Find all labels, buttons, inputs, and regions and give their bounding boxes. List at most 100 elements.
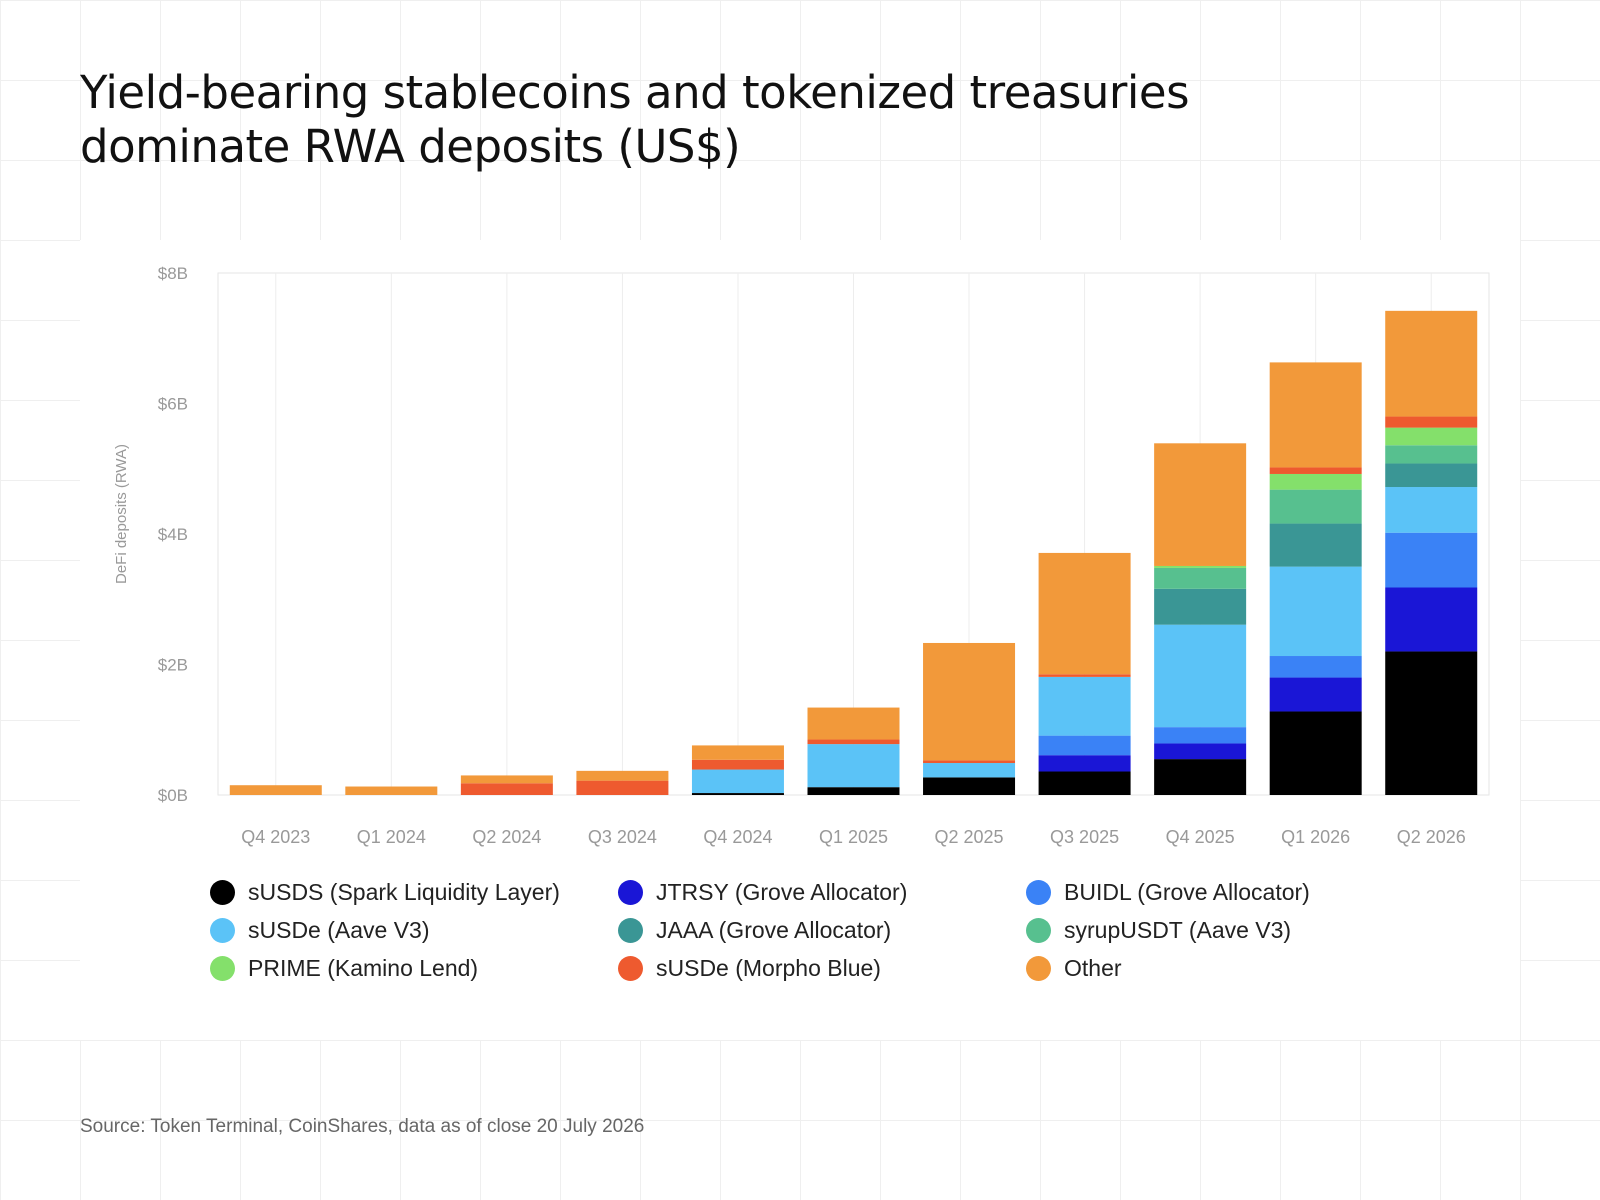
legend-label: PRIME (Kamino Lend) <box>248 954 479 981</box>
bar-segment <box>923 763 1016 778</box>
bar-segment <box>807 787 900 795</box>
x-tick-label: Q1 2026 <box>1281 827 1350 847</box>
legend-swatch <box>618 955 643 981</box>
legend-item: PRIME (Kamino Lend) <box>210 954 618 982</box>
bar-segment <box>1154 588 1247 625</box>
legend-swatch <box>210 879 235 905</box>
bar-segment <box>1269 656 1362 678</box>
x-tick-label: Q3 2024 <box>588 827 657 847</box>
bar-segment <box>923 642 1016 761</box>
y-axis-title: DeFi deposits (RWA) <box>113 444 130 584</box>
y-tick-label: $8B <box>158 264 188 283</box>
legend-item: BUIDL (Grove Allocator) <box>1026 878 1434 906</box>
legend-label: JTRSY (Grove Allocator) <box>656 878 908 905</box>
legend-item: Other <box>1026 954 1434 982</box>
bar-segment <box>1385 487 1478 533</box>
bar-segment <box>1038 674 1131 677</box>
legend-label: sUSDe (Morpho Blue) <box>656 954 881 981</box>
bar-segment <box>1269 489 1362 524</box>
bar-segment <box>1038 771 1131 795</box>
bar-segment <box>1385 587 1478 652</box>
y-tick-label: $6B <box>158 395 188 414</box>
legend-swatch <box>618 917 643 943</box>
bar-segment <box>1154 727 1247 744</box>
chart-legend: sUSDS (Spark Liquidity Layer) JTRSY (Grov… <box>210 878 1450 982</box>
legend-label: BUIDL (Grove Allocator) <box>1064 878 1310 905</box>
chart-title-line-1: Yield-bearing stablecoins and tokenized … <box>80 66 1190 119</box>
bar-segment <box>1385 310 1478 417</box>
x-tick-label: Q3 2025 <box>1050 827 1119 847</box>
legend-item: syrupUSDT (Aave V3) <box>1026 916 1434 944</box>
chart-panel: $0B $2B $4B $6B $8B DeFi deposits (RWA) Q4 202… <box>80 240 1520 1040</box>
bar-segment <box>1269 677 1362 712</box>
source-note: Source: Token Terminal, CoinShares, data… <box>80 1116 645 1137</box>
x-tick-label: Q4 2024 <box>703 827 772 847</box>
bar-segment <box>923 777 1016 795</box>
bar-segment <box>460 775 553 784</box>
legend-swatch <box>618 879 643 905</box>
bar-segment <box>691 759 784 770</box>
bar-segment <box>1038 755 1131 772</box>
bar-segment <box>1385 416 1478 428</box>
stacked-bar-chart: $0B $2B $4B $6B $8B DeFi deposits (RWA) Q4 202… <box>113 264 1490 847</box>
bar-segment <box>1269 473 1362 490</box>
x-tick-label: Q1 2024 <box>357 827 426 847</box>
bar-segment <box>1385 463 1478 488</box>
x-tick-label: Q2 2024 <box>472 827 541 847</box>
x-tick-label: Q2 2025 <box>935 827 1004 847</box>
bar-segment <box>1154 624 1247 728</box>
bar-segment <box>1269 711 1362 795</box>
bar-segment <box>1154 743 1247 760</box>
bar-segment <box>807 744 900 788</box>
bar-segment <box>1269 566 1362 657</box>
bar-segment <box>923 760 1016 764</box>
legend-item: JTRSY (Grove Allocator) <box>618 878 1026 906</box>
bar-segment <box>691 793 784 795</box>
bar-segment <box>1038 676 1131 736</box>
legend-label: sUSDS (Spark Liquidity Layer) <box>248 878 560 905</box>
legend-label: sUSDe (Aave V3) <box>248 916 430 943</box>
bar-segment <box>1385 445 1478 464</box>
bar-segment <box>576 780 669 795</box>
bar-segment <box>229 785 322 795</box>
legend-item: sUSDe (Aave V3) <box>210 916 618 944</box>
x-tick-label: Q4 2023 <box>241 827 310 847</box>
legend-swatch <box>210 955 235 981</box>
legend-label: syrupUSDT (Aave V3) <box>1064 916 1292 943</box>
legend-swatch <box>1026 879 1051 905</box>
legend-swatch <box>1026 917 1051 943</box>
legend-swatch <box>210 917 235 943</box>
legend-item: sUSDe (Morpho Blue) <box>618 954 1026 982</box>
bar-segment <box>1269 362 1362 468</box>
bar-segment <box>1154 759 1247 795</box>
bar-segment <box>1154 565 1247 568</box>
bar-segment <box>460 783 553 795</box>
bar-segment <box>345 786 438 795</box>
bar-segment <box>1154 443 1247 566</box>
bar-segment <box>1154 567 1247 589</box>
bar-segment <box>1385 532 1478 588</box>
x-tick-label: Q1 2025 <box>819 827 888 847</box>
legend-item: JAAA (Grove Allocator) <box>618 916 1026 944</box>
legend-label: JAAA (Grove Allocator) <box>656 916 892 943</box>
x-tick-label: Q2 2026 <box>1397 827 1466 847</box>
bar-segment <box>691 769 784 794</box>
bar-segment <box>807 707 900 740</box>
bar-segment <box>1038 735 1131 756</box>
chart-title: Yield-bearing stablecoins and tokenized … <box>80 66 1380 174</box>
legend-swatch <box>1026 955 1051 981</box>
bar-segment <box>1269 523 1362 567</box>
y-tick-label: $2B <box>158 656 188 675</box>
bar-segment <box>807 739 900 745</box>
bar-segment <box>1269 467 1362 474</box>
x-tick-label: Q4 2025 <box>1166 827 1235 847</box>
y-tick-label: $4B <box>158 525 188 544</box>
y-tick-label: $0B <box>158 786 188 805</box>
bar-segment <box>576 770 669 781</box>
bar-segment <box>1385 427 1478 446</box>
bar-segment <box>1038 552 1131 675</box>
legend-label: Other <box>1064 954 1122 981</box>
chart-title-line-2: dominate RWA deposits (US$) <box>80 120 741 173</box>
bar-segment <box>691 745 784 760</box>
legend-item: sUSDS (Spark Liquidity Layer) <box>210 878 618 906</box>
